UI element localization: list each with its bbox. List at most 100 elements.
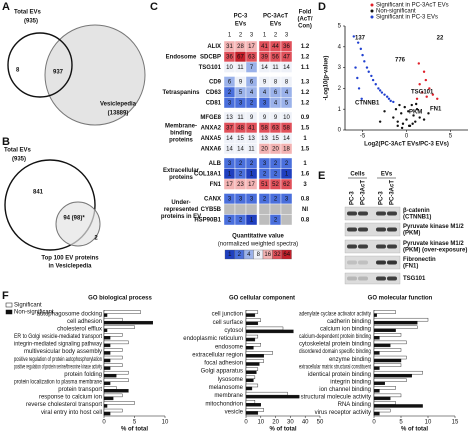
x-axis-label: % of total	[401, 427, 428, 433]
cell-value: 3	[263, 161, 267, 167]
category-label: protein transport	[58, 387, 102, 393]
bar	[245, 362, 260, 366]
chart-title: GO cellular component	[229, 296, 295, 302]
point	[403, 105, 406, 109]
cell-value: 4	[285, 90, 289, 96]
point	[378, 120, 382, 123]
blot-label: β-catenin	[403, 208, 430, 214]
cell-value: 9	[250, 115, 254, 121]
x-axis-label: % of total	[121, 427, 148, 433]
point	[363, 60, 366, 63]
label: TSG101	[199, 65, 222, 71]
point	[422, 118, 426, 121]
band	[376, 244, 386, 249]
bar	[103, 404, 108, 408]
band	[358, 260, 368, 265]
cell-value: 3	[239, 100, 243, 106]
heatmap-cell	[280, 214, 293, 226]
bar	[103, 401, 135, 405]
venn-circle	[4, 159, 96, 251]
category-label: protein localization to plasma membrane	[14, 380, 103, 386]
category-label: disordered domain specific binding	[299, 349, 371, 355]
x-axis-label: % of total	[270, 427, 297, 433]
label: Fold	[299, 10, 312, 16]
cell-value: 6	[274, 90, 278, 96]
category-label: ER to Golgi vesicle-mediated transport	[14, 334, 102, 340]
group-label: binding	[170, 131, 192, 137]
label: EVs	[381, 172, 393, 178]
heatmap-cell	[280, 143, 293, 155]
cell-value: 2	[274, 196, 278, 202]
x-tick-label: 10	[257, 420, 264, 426]
point	[377, 87, 380, 90]
category-label: endosome	[215, 344, 244, 350]
cell-value: 1	[228, 171, 232, 177]
band	[358, 276, 368, 281]
y-tick-label: 0	[338, 128, 342, 134]
category-label: response to calcium ion	[39, 395, 102, 401]
label: EVs	[235, 22, 247, 28]
cell-value: 48	[237, 125, 244, 131]
bar	[103, 317, 123, 322]
point	[412, 114, 415, 117]
point	[417, 62, 420, 65]
bar	[245, 370, 257, 374]
bar	[373, 348, 402, 352]
bar	[373, 404, 423, 408]
band	[376, 211, 386, 216]
label: CANX	[204, 196, 221, 202]
bar	[245, 321, 259, 325]
point	[418, 83, 421, 86]
bar	[103, 333, 123, 337]
panel-letter: E	[318, 170, 325, 182]
bar	[373, 328, 396, 332]
label: 1.5	[301, 146, 310, 152]
label: PC-3AcT	[390, 180, 396, 205]
label: 1.6	[301, 171, 310, 177]
point	[389, 99, 392, 103]
band	[358, 227, 368, 232]
point	[431, 93, 435, 96]
cell-value: 11	[237, 65, 244, 71]
label: 1.3	[301, 79, 310, 85]
bar	[103, 343, 111, 348]
point	[392, 116, 395, 119]
label: (normalized weighted spectra)	[218, 242, 298, 248]
bar	[103, 373, 117, 378]
bar	[245, 318, 262, 322]
cell-value: 14	[283, 65, 290, 71]
point	[401, 122, 405, 125]
label: MFGE8	[200, 115, 221, 121]
category-label: extracellular matrix structural constitu…	[299, 364, 371, 370]
x-tick-label: 20	[272, 420, 279, 426]
band	[387, 227, 397, 232]
category-label: reverse cholesterol transport	[26, 402, 102, 408]
venn-circle	[44, 24, 146, 126]
label: PC-3AcT	[361, 180, 367, 205]
cell-value: 47	[283, 54, 290, 60]
point	[367, 70, 370, 73]
blot-strip	[344, 239, 401, 254]
cell-value: 2	[263, 196, 267, 202]
point	[383, 93, 386, 96]
label: 0.8	[301, 196, 310, 202]
category-label: integrin-mediated signaling pathway	[14, 342, 102, 348]
x-tick-label: 0	[244, 420, 248, 426]
category-label: RNA binding	[338, 402, 371, 408]
y-tick-label: 4	[338, 44, 342, 50]
category-label: extracellular region	[192, 352, 243, 358]
point	[359, 47, 363, 51]
cell-value: 9	[239, 79, 243, 85]
label: 0.8	[301, 217, 310, 223]
group-label: proteins in EV	[161, 214, 201, 220]
cell-value: 8	[274, 79, 278, 85]
cell-value: 13	[248, 136, 255, 142]
cell-value: 63	[248, 54, 255, 60]
bar	[103, 378, 129, 382]
cell-value: 4	[263, 90, 267, 96]
bar	[103, 408, 123, 413]
bar	[103, 411, 111, 416]
cell-value: 3	[228, 161, 232, 167]
label: (935)	[12, 157, 26, 163]
